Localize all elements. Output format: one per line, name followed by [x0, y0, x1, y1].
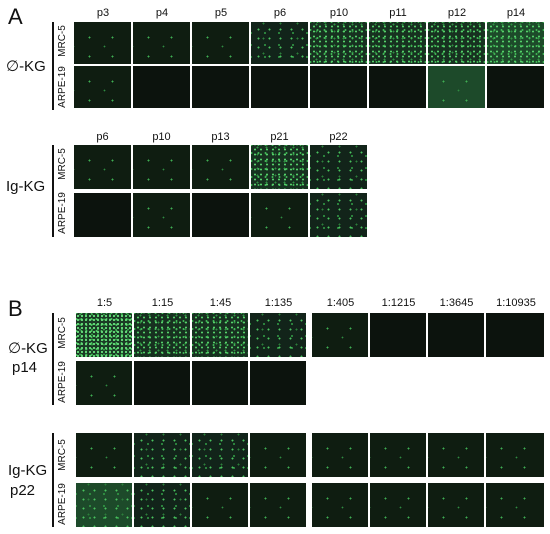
micrograph-tile	[310, 66, 367, 108]
micrograph-tile	[370, 313, 426, 357]
micrograph-tile	[250, 313, 306, 357]
group-label-null-kg: ∅-KG	[8, 340, 48, 357]
column-label: 1:1215	[381, 297, 416, 309]
row-bracket	[52, 22, 54, 110]
row-label-arpe19: ARPE-19	[57, 66, 68, 108]
micrograph-tile	[192, 313, 248, 357]
micrograph-tile	[192, 145, 249, 189]
micrograph-tile	[134, 361, 190, 405]
micrograph-tile	[76, 313, 132, 357]
micrograph-tile	[486, 433, 544, 477]
column-label: p12	[447, 7, 467, 19]
column-label: p3	[96, 7, 110, 19]
micrograph-tile	[192, 361, 248, 405]
micrograph-tile	[251, 66, 308, 108]
micrograph-tile	[74, 193, 131, 237]
group-label-ig-kg: Ig-KG	[6, 178, 46, 195]
micrograph-tile	[487, 66, 544, 108]
micrograph-tile	[133, 22, 190, 64]
micrograph-tile	[134, 313, 190, 357]
micrograph-tile	[312, 313, 368, 357]
column-label: p13	[211, 131, 230, 143]
row-bracket	[52, 145, 54, 237]
row-label-arpe19: ARPE-19	[57, 483, 68, 525]
row-label-arpe19: ARPE-19	[57, 192, 68, 234]
micrograph-tile	[192, 433, 248, 477]
column-label: 1:45	[209, 297, 232, 309]
column-label: 1:10935	[496, 297, 536, 309]
micrograph-tile	[250, 361, 306, 405]
column-label: p22	[329, 131, 348, 143]
column-label: 1:135	[264, 297, 293, 309]
micrograph-tile	[369, 66, 426, 108]
micrograph-tile	[370, 433, 426, 477]
micrograph-tile	[76, 361, 132, 405]
micrograph-tile	[486, 313, 544, 357]
micrograph-tile	[428, 433, 484, 477]
micrograph-tile	[74, 145, 131, 189]
column-label: 1:5	[96, 297, 113, 309]
micrograph-tile	[486, 483, 544, 527]
micrograph-tile	[251, 22, 308, 64]
micrograph-tile	[133, 193, 190, 237]
micrograph-tile	[251, 145, 308, 189]
column-label: 1:405	[326, 297, 355, 309]
micrograph-tile	[312, 433, 368, 477]
micrograph-tile	[192, 193, 249, 237]
micrograph-tile	[251, 193, 308, 237]
micrograph-tile	[487, 22, 544, 64]
micrograph-tile	[370, 483, 426, 527]
column-label: 1:15	[151, 297, 174, 309]
micrograph-tile	[134, 433, 190, 477]
column-label: p10	[329, 7, 349, 19]
micrograph-tile	[133, 145, 190, 189]
micrograph-tile	[76, 483, 132, 527]
column-label: p6	[96, 131, 109, 143]
micrograph-tile	[134, 483, 190, 527]
column-label: p14	[506, 7, 526, 19]
row-label-mrc5: MRC-5	[57, 439, 68, 471]
panel-b-letter: B	[8, 296, 23, 321]
column-label: p4	[155, 7, 169, 19]
group-label-ig-kg: Ig-KG	[8, 462, 48, 479]
micrograph-tile	[192, 66, 249, 108]
micrograph-tile	[369, 22, 426, 64]
micrograph-tile	[428, 483, 484, 527]
micrograph-tile	[192, 483, 248, 527]
micrograph-tile	[428, 313, 484, 357]
column-label: p21	[270, 131, 289, 143]
micrograph-tile	[250, 483, 306, 527]
micrograph-tile	[133, 66, 190, 108]
column-label: 1:3645	[439, 297, 474, 309]
column-label: p5	[214, 7, 228, 19]
micrograph-tile	[74, 22, 131, 64]
row-label-mrc5: MRC-5	[57, 317, 68, 349]
column-label: p10	[152, 131, 171, 143]
row-bracket	[52, 433, 54, 527]
micrograph-tile	[428, 66, 485, 108]
row-label-mrc5: MRC-5	[57, 148, 68, 180]
row-label-arpe19: ARPE-19	[57, 361, 68, 403]
micrograph-tile	[428, 22, 485, 64]
micrograph-tile	[76, 433, 132, 477]
micrograph-tile	[312, 483, 368, 527]
row-label-mrc5: MRC-5	[57, 25, 68, 57]
column-label: p11	[389, 7, 407, 19]
micrograph-tile	[192, 22, 249, 64]
group-label-null-kg: ∅-KG	[6, 58, 46, 75]
group-label-passage: p14	[12, 359, 38, 376]
micrograph-tile	[310, 193, 367, 237]
micrograph-tile	[250, 433, 306, 477]
micrograph-tile	[310, 145, 367, 189]
micrograph-tile	[310, 22, 367, 64]
micrograph-tile	[74, 66, 131, 108]
group-label-passage: p22	[10, 482, 36, 499]
row-bracket	[52, 313, 54, 405]
panel-a-letter: A	[8, 4, 23, 29]
column-label: p6	[273, 7, 287, 19]
